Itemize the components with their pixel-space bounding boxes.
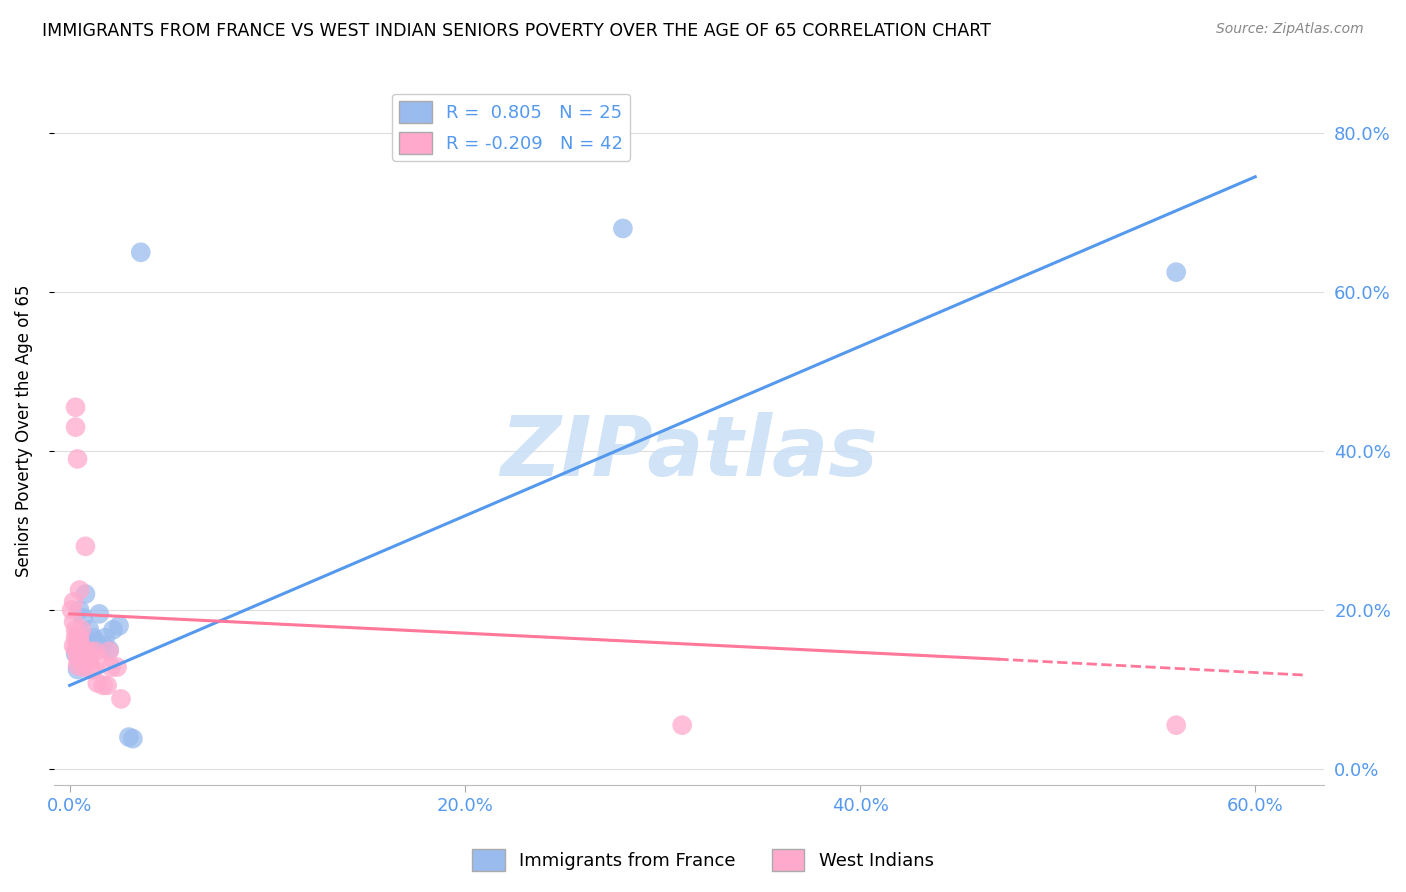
Legend: Immigrants from France, West Indians: Immigrants from France, West Indians bbox=[465, 842, 941, 879]
Point bbox=[1166, 718, 1188, 732]
Point bbox=[94, 631, 117, 645]
Point bbox=[62, 615, 84, 629]
Point bbox=[79, 644, 101, 658]
Point bbox=[72, 660, 94, 674]
Point bbox=[129, 245, 152, 260]
Point bbox=[79, 623, 101, 637]
Point bbox=[60, 603, 83, 617]
Point bbox=[65, 642, 87, 657]
Point bbox=[110, 692, 132, 706]
Point bbox=[66, 663, 89, 677]
Point bbox=[671, 718, 693, 732]
Point bbox=[84, 634, 107, 648]
Point bbox=[72, 647, 94, 661]
Point bbox=[70, 642, 93, 657]
Point bbox=[80, 663, 103, 677]
Point bbox=[62, 595, 84, 609]
Point bbox=[69, 582, 91, 597]
Point bbox=[100, 660, 122, 674]
Point bbox=[101, 623, 124, 637]
Point bbox=[122, 731, 145, 746]
Point bbox=[69, 631, 91, 645]
Point bbox=[70, 650, 93, 665]
Point bbox=[75, 539, 97, 553]
Point bbox=[89, 652, 111, 666]
Point bbox=[82, 663, 104, 677]
Point bbox=[82, 631, 104, 645]
Point bbox=[80, 642, 103, 657]
Point bbox=[76, 647, 98, 661]
Point bbox=[66, 658, 89, 673]
Text: IMMIGRANTS FROM FRANCE VS WEST INDIAN SENIORS POVERTY OVER THE AGE OF 65 CORRELA: IMMIGRANTS FROM FRANCE VS WEST INDIAN SE… bbox=[42, 22, 991, 40]
Point bbox=[72, 639, 94, 653]
Point bbox=[66, 451, 89, 466]
Point bbox=[72, 611, 94, 625]
Point bbox=[76, 634, 98, 648]
Point bbox=[66, 631, 89, 645]
Point bbox=[69, 631, 91, 645]
Point bbox=[65, 647, 87, 661]
Point bbox=[84, 644, 107, 658]
Point bbox=[612, 221, 634, 235]
Point bbox=[66, 650, 89, 665]
Point bbox=[69, 603, 91, 617]
Point bbox=[69, 647, 91, 661]
Point bbox=[69, 634, 91, 648]
Point bbox=[75, 644, 97, 658]
Point bbox=[118, 730, 141, 744]
Point bbox=[96, 678, 118, 692]
Point bbox=[62, 639, 84, 653]
Point bbox=[75, 587, 97, 601]
Point bbox=[69, 636, 91, 650]
Point bbox=[91, 678, 114, 692]
Text: Source: ZipAtlas.com: Source: ZipAtlas.com bbox=[1216, 22, 1364, 37]
Point bbox=[89, 607, 111, 621]
Point bbox=[98, 642, 121, 657]
Point bbox=[91, 639, 114, 653]
Point bbox=[79, 652, 101, 666]
Point bbox=[66, 642, 89, 657]
Point bbox=[70, 644, 93, 658]
Point bbox=[65, 631, 87, 645]
Point bbox=[76, 655, 98, 669]
Point bbox=[65, 623, 87, 637]
Legend: R =  0.805   N = 25, R = -0.209   N = 42: R = 0.805 N = 25, R = -0.209 N = 42 bbox=[392, 94, 630, 161]
Point bbox=[105, 660, 128, 674]
Point bbox=[65, 401, 87, 415]
Point bbox=[108, 619, 131, 633]
Point bbox=[98, 644, 121, 658]
Y-axis label: Seniors Poverty Over the Age of 65: Seniors Poverty Over the Age of 65 bbox=[15, 285, 32, 577]
Point bbox=[65, 420, 87, 434]
Point bbox=[86, 676, 108, 690]
Text: ZIPatlas: ZIPatlas bbox=[501, 412, 879, 492]
Point bbox=[70, 623, 93, 637]
Point bbox=[1166, 265, 1188, 279]
